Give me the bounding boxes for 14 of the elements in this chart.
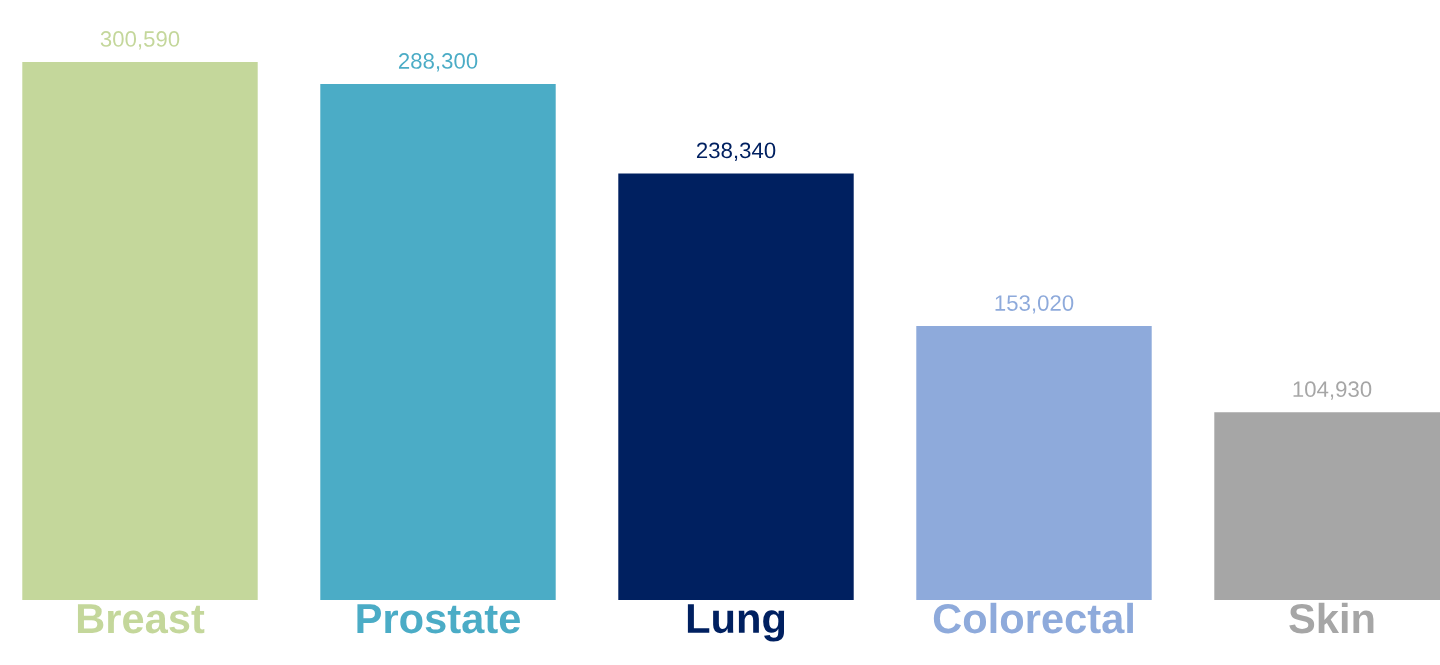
x-tick-label: Lung bbox=[687, 604, 785, 642]
bar bbox=[320, 84, 556, 600]
x-tick-label: Skin bbox=[1289, 602, 1374, 634]
data-label: 300,590 bbox=[100, 31, 180, 50]
bar bbox=[916, 326, 1152, 600]
data-label: 104,930 bbox=[1293, 381, 1372, 400]
data-label: 288,300 bbox=[398, 53, 478, 72]
bar bbox=[618, 173, 854, 600]
x-tick-label: Colorectal bbox=[933, 602, 1133, 634]
x-tick-label: Breast bbox=[77, 604, 205, 634]
data-label: 238,340 bbox=[696, 142, 776, 161]
x-tick-label: Prostate bbox=[357, 604, 520, 634]
data-label: 153,020 bbox=[995, 295, 1074, 314]
bar bbox=[22, 62, 258, 600]
